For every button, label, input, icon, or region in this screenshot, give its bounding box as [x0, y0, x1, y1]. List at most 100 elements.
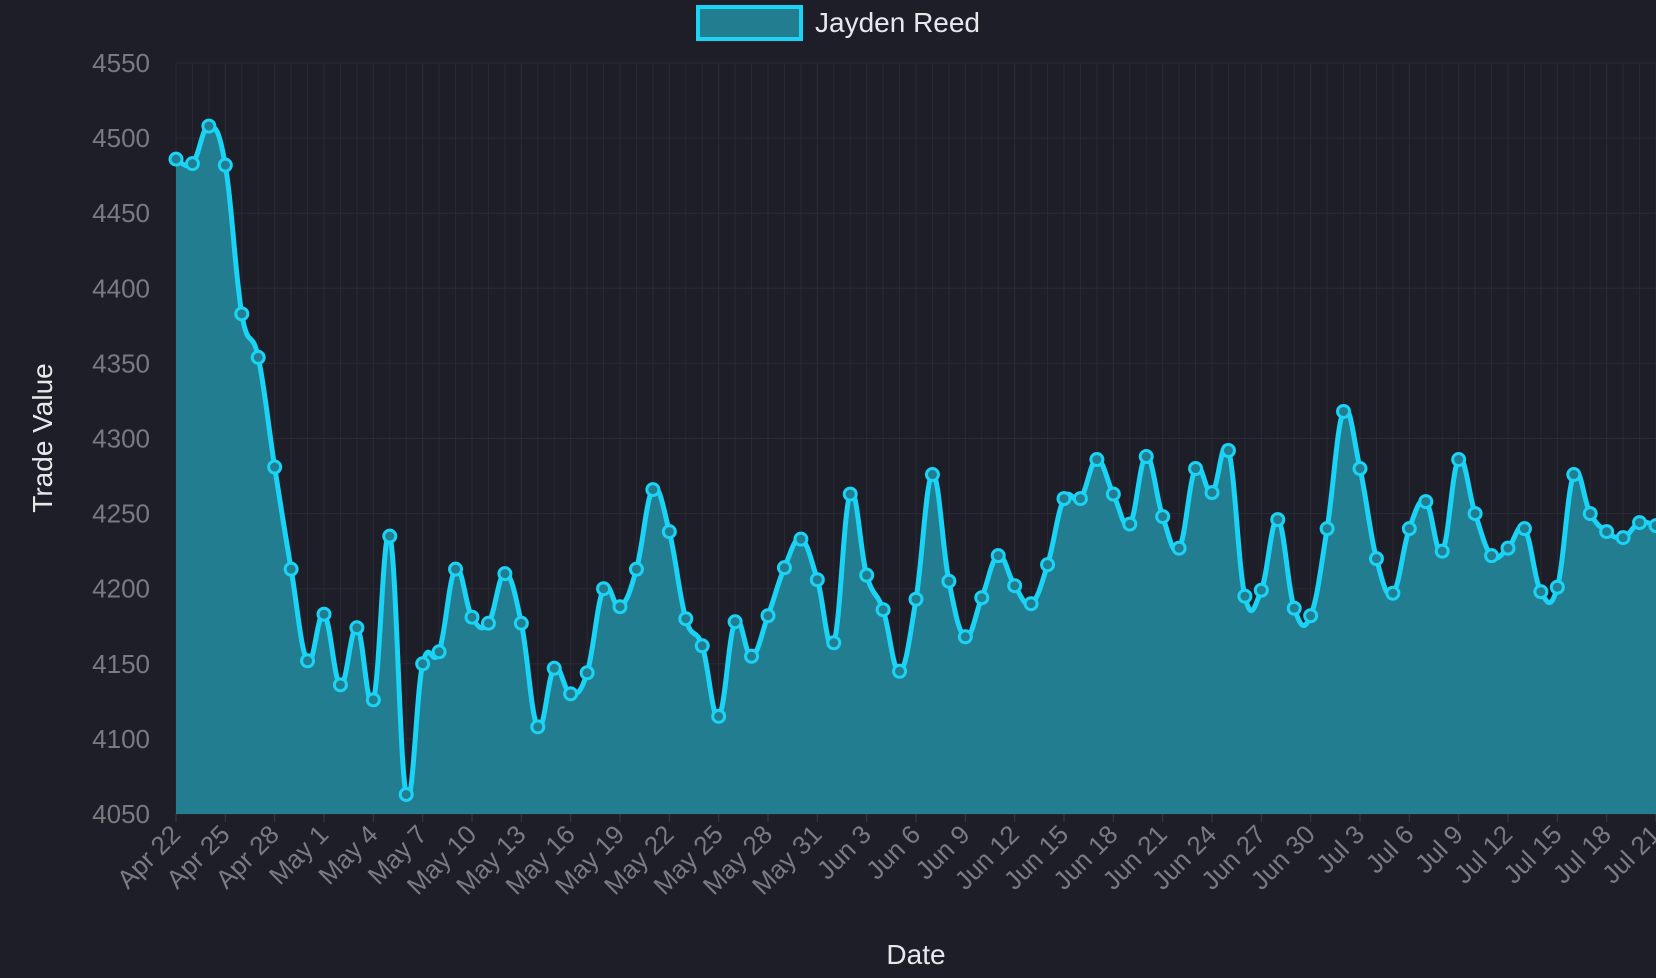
- data-point[interactable]: [1023, 596, 1039, 612]
- data-point[interactable]: [1533, 584, 1549, 600]
- data-point[interactable]: [398, 786, 414, 802]
- data-point[interactable]: [1451, 452, 1467, 468]
- data-point[interactable]: [1549, 579, 1565, 595]
- legend-swatch[interactable]: [696, 5, 803, 41]
- data-point[interactable]: [924, 467, 940, 483]
- data-point[interactable]: [579, 665, 595, 681]
- data-point[interactable]: [513, 615, 529, 631]
- data-point[interactable]: [464, 609, 480, 625]
- data-point[interactable]: [1582, 506, 1598, 522]
- data-point[interactable]: [1138, 449, 1154, 465]
- data-point[interactable]: [793, 531, 809, 547]
- data-point[interactable]: [1368, 551, 1384, 567]
- data-point[interactable]: [957, 629, 973, 645]
- data-point[interactable]: [316, 606, 332, 622]
- data-point[interactable]: [563, 686, 579, 702]
- data-point[interactable]: [1418, 494, 1434, 510]
- data-point[interactable]: [1188, 461, 1204, 477]
- data-point[interactable]: [415, 656, 431, 672]
- data-point[interactable]: [1089, 452, 1105, 468]
- data-point[interactable]: [1516, 521, 1532, 537]
- data-point[interactable]: [300, 653, 316, 669]
- data-point[interactable]: [1072, 491, 1088, 507]
- y-tick-label: 4250: [92, 499, 150, 529]
- data-point[interactable]: [661, 524, 677, 540]
- data-point[interactable]: [1171, 540, 1187, 556]
- data-point[interactable]: [1253, 582, 1269, 598]
- data-point[interactable]: [1467, 506, 1483, 522]
- data-point[interactable]: [990, 548, 1006, 564]
- data-point[interactable]: [1352, 461, 1368, 477]
- data-point[interactable]: [546, 660, 562, 676]
- data-point[interactable]: [1220, 443, 1236, 459]
- data-point[interactable]: [217, 157, 233, 173]
- data-point[interactable]: [1007, 578, 1023, 594]
- data-point[interactable]: [842, 486, 858, 502]
- data-point[interactable]: [1632, 515, 1648, 531]
- data-point[interactable]: [168, 151, 184, 167]
- data-point[interactable]: [250, 349, 266, 365]
- data-point[interactable]: [1615, 530, 1631, 546]
- data-point[interactable]: [448, 561, 464, 577]
- data-point[interactable]: [1566, 467, 1582, 483]
- data-point[interactable]: [1056, 491, 1072, 507]
- legend[interactable]: Jayden Reed: [696, 5, 980, 41]
- data-point[interactable]: [974, 590, 990, 606]
- data-point[interactable]: [1648, 518, 1656, 534]
- x-tick-label: Jul 3: [1310, 819, 1370, 879]
- data-point[interactable]: [694, 638, 710, 654]
- data-point[interactable]: [1122, 516, 1138, 532]
- data-point[interactable]: [1286, 600, 1302, 616]
- data-point[interactable]: [596, 581, 612, 597]
- y-axis-title: Trade Value: [27, 363, 58, 512]
- data-point[interactable]: [645, 482, 661, 498]
- data-point[interactable]: [349, 620, 365, 636]
- data-point[interactable]: [1204, 485, 1220, 501]
- data-point[interactable]: [727, 614, 743, 630]
- data-point[interactable]: [530, 719, 546, 735]
- data-point[interactable]: [776, 560, 792, 576]
- data-point[interactable]: [809, 572, 825, 588]
- data-point[interactable]: [201, 118, 217, 134]
- data-point[interactable]: [480, 615, 496, 631]
- data-point[interactable]: [711, 708, 727, 724]
- data-point[interactable]: [1484, 548, 1500, 564]
- data-point[interactable]: [1401, 521, 1417, 537]
- data-point[interactable]: [497, 566, 513, 582]
- data-point[interactable]: [1040, 557, 1056, 573]
- data-point[interactable]: [1434, 543, 1450, 559]
- data-point[interactable]: [382, 528, 398, 544]
- data-point[interactable]: [1336, 403, 1352, 419]
- data-point[interactable]: [1105, 486, 1121, 502]
- data-point[interactable]: [267, 459, 283, 475]
- data-point[interactable]: [859, 567, 875, 583]
- data-point[interactable]: [283, 561, 299, 577]
- legend-label[interactable]: Jayden Reed: [815, 7, 980, 38]
- data-point[interactable]: [1303, 608, 1319, 624]
- data-point[interactable]: [431, 644, 447, 660]
- x-tick-label: Jul 6: [1360, 819, 1420, 879]
- data-point[interactable]: [1270, 512, 1286, 528]
- data-point[interactable]: [892, 663, 908, 679]
- data-point[interactable]: [234, 306, 250, 322]
- x-axis-title: Date: [886, 939, 945, 970]
- data-point[interactable]: [826, 635, 842, 651]
- data-point[interactable]: [1500, 540, 1516, 556]
- data-point[interactable]: [184, 156, 200, 172]
- data-point[interactable]: [612, 599, 628, 615]
- data-point[interactable]: [1237, 588, 1253, 604]
- data-point[interactable]: [760, 608, 776, 624]
- data-point[interactable]: [908, 591, 924, 607]
- data-point[interactable]: [628, 561, 644, 577]
- data-point[interactable]: [678, 611, 694, 627]
- data-point[interactable]: [941, 573, 957, 589]
- data-point[interactable]: [332, 677, 348, 693]
- data-point[interactable]: [1599, 524, 1615, 540]
- data-point[interactable]: [1319, 521, 1335, 537]
- data-point[interactable]: [1155, 509, 1171, 525]
- data-point[interactable]: [744, 648, 760, 664]
- data-point[interactable]: [875, 602, 891, 618]
- data-point[interactable]: [365, 692, 381, 708]
- data-point[interactable]: [1385, 585, 1401, 601]
- x-tick-label: Jun 6: [860, 819, 926, 885]
